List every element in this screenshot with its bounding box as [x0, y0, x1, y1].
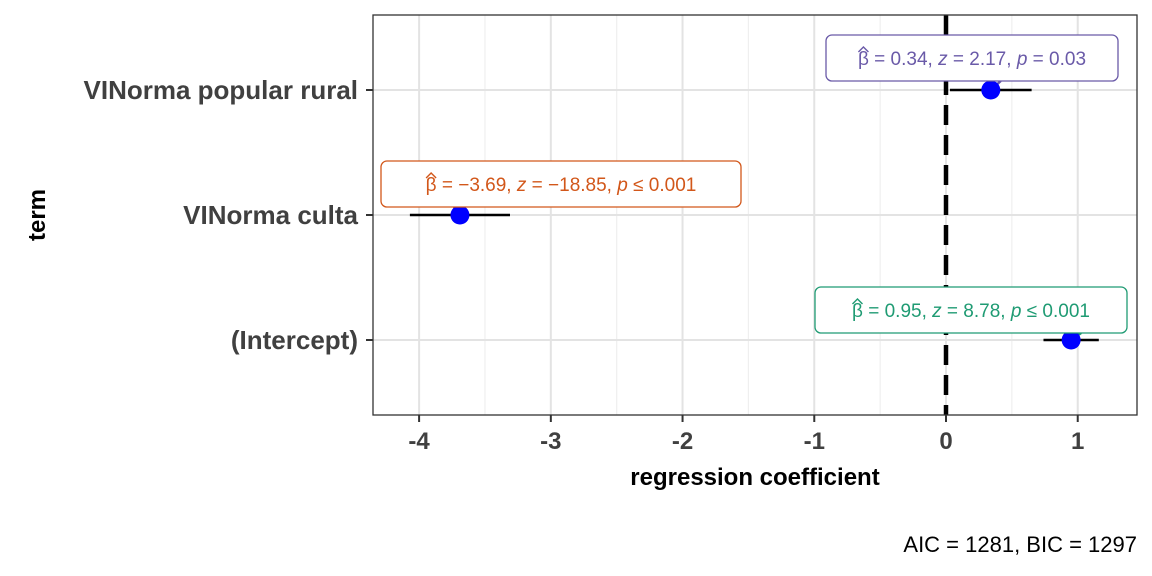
hat-glyph [857, 46, 869, 53]
x-tick-label: -1 [804, 428, 825, 455]
estimate-point [981, 80, 1001, 100]
x-tick-label: -2 [672, 428, 693, 455]
x-tick-label: 0 [939, 428, 952, 455]
y-tick-label: VINorma popular rural [84, 75, 359, 105]
y-axis-title: term [24, 189, 51, 241]
x-axis-ticks: -4 -3 -2 -1 0 1 [408, 415, 1084, 455]
statistic-labels: β = 0.34, z = 2.17, p = 0.03 β = −3.69, z… [380, 34, 1128, 334]
stat-label: β = −3.69, z = −18.85, p ≤ 0.001 [380, 160, 742, 208]
estimate-point [1061, 330, 1081, 350]
stat-label-text: β = −3.69, z = −18.85, p ≤ 0.001 [426, 175, 697, 196]
stat-label-box [825, 34, 1119, 82]
x-tick-label: -3 [540, 428, 561, 455]
stat-label-box [814, 286, 1128, 334]
x-tick-label: -4 [408, 428, 430, 455]
estimate-point [450, 205, 470, 225]
model-fit-caption: AIC = 1281, BIC = 1297 [903, 532, 1137, 557]
x-tick-label: 1 [1071, 428, 1084, 455]
stat-label: β = 0.34, z = 2.17, p = 0.03 [825, 34, 1119, 82]
stat-label: β = 0.95, z = 8.78, p ≤ 0.001 [814, 286, 1128, 334]
coefficient-marks [409, 80, 1099, 350]
stat-label-box [380, 160, 742, 208]
y-tick-label: VINorma culta [183, 200, 358, 230]
y-axis-ticks: VINorma popular rural VINorma culta (Inter… [84, 75, 373, 355]
hat-glyph [425, 172, 437, 179]
stat-label-text: β = 0.95, z = 8.78, p ≤ 0.001 [852, 301, 1090, 322]
hat-glyph [851, 298, 863, 305]
stat-label-text: β = 0.34, z = 2.17, p = 0.03 [858, 49, 1086, 70]
y-tick-label: (Intercept) [231, 325, 358, 355]
x-axis-title: regression coefficient [630, 464, 879, 491]
